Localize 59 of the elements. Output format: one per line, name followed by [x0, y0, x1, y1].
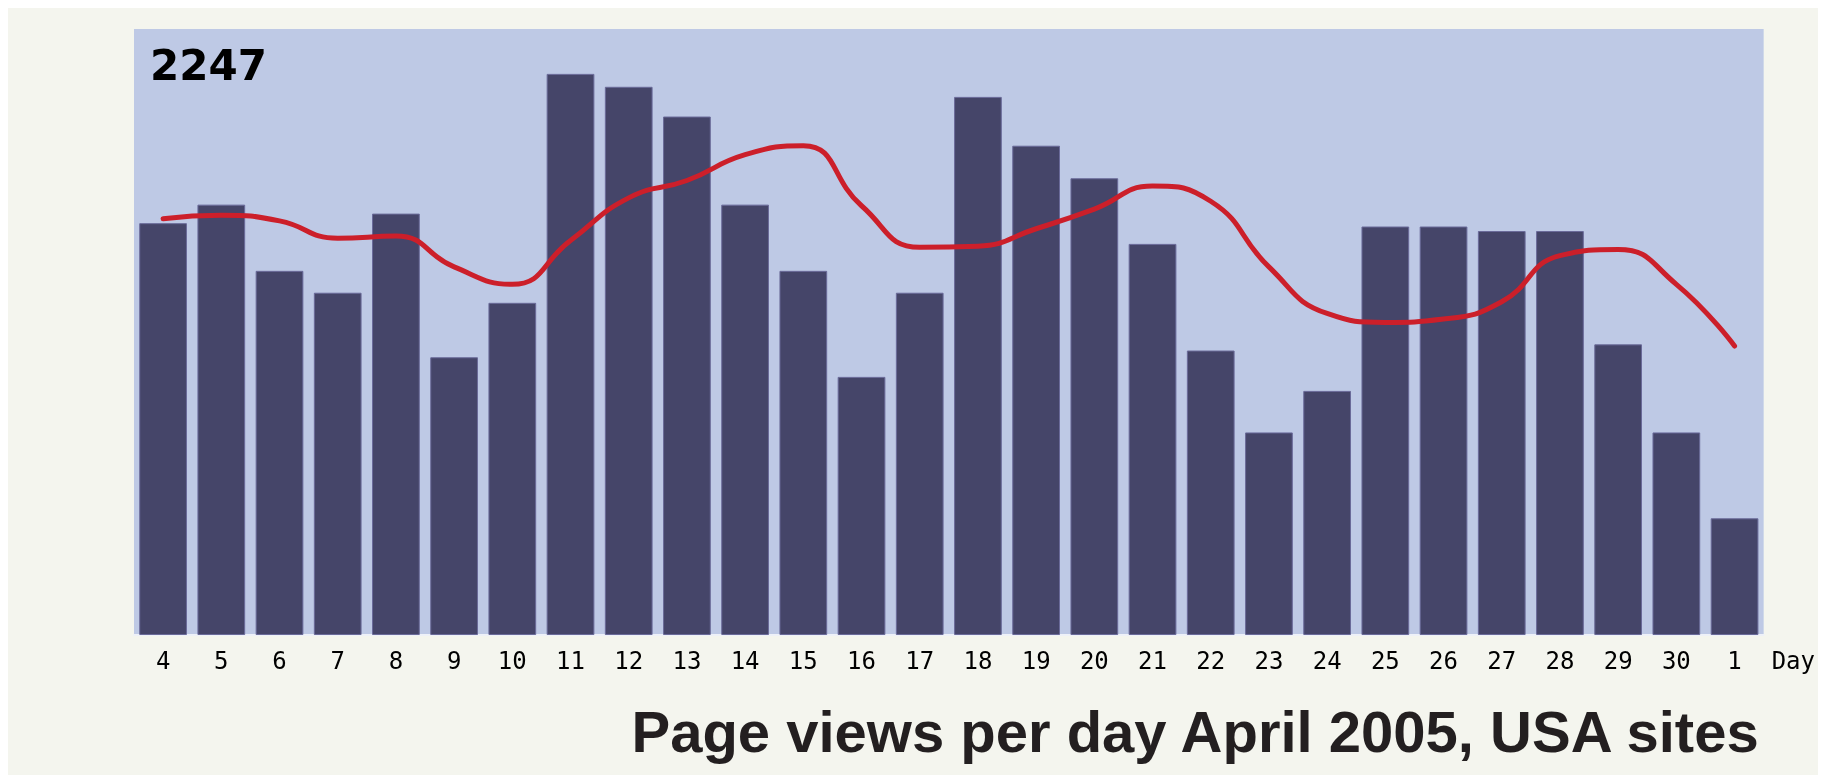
bar: [895, 292, 944, 635]
x-tick-label: 5: [214, 647, 229, 675]
x-tick-label: 13: [672, 647, 702, 675]
x-tick-label: 9: [446, 647, 462, 675]
bar: [1128, 243, 1177, 635]
x-tick-label: 18: [963, 647, 993, 675]
x-tick-label: 10: [497, 647, 527, 675]
x-tick-label: 20: [1079, 647, 1109, 675]
x-tick-label: 17: [905, 647, 935, 675]
bar: [1419, 226, 1468, 635]
bar: [1652, 432, 1701, 635]
x-tick-label: 21: [1138, 647, 1167, 675]
bar: [1361, 226, 1410, 635]
annotation: 2247: [150, 40, 267, 90]
x-tick-label: 16: [847, 647, 876, 675]
x-tick-label: 12: [614, 647, 644, 675]
bar: [837, 376, 886, 635]
bar: [779, 270, 828, 635]
x-tick-label: 11: [556, 647, 585, 675]
x-tick-label: 22: [1196, 647, 1226, 675]
bar: [1303, 390, 1351, 635]
x-axis-title: Day: [1771, 647, 1816, 675]
bar: [255, 270, 304, 635]
bar: [372, 213, 420, 635]
bar: [663, 116, 711, 635]
bar: [1070, 178, 1119, 635]
bar: [1477, 231, 1526, 635]
bar: [430, 357, 478, 635]
bar: [954, 96, 1002, 635]
x-tick-label: 23: [1254, 647, 1284, 675]
bar: [1594, 344, 1643, 635]
x-tick-label: 6: [272, 647, 287, 675]
bar: [1536, 231, 1584, 635]
bar: [1245, 432, 1293, 635]
bar: [1710, 518, 1759, 635]
bar: [313, 292, 362, 635]
x-tick-label: 4: [155, 647, 171, 675]
x-tick-label: 7: [330, 647, 345, 675]
x-tick-label: 30: [1661, 647, 1691, 675]
x-tick-label: 28: [1545, 647, 1575, 675]
bar: [1012, 145, 1060, 635]
x-tick-label: 19: [1021, 647, 1051, 675]
x-tick-label: 15: [788, 647, 818, 675]
bar: [604, 86, 653, 635]
bar: [139, 223, 187, 635]
text: Page views per day April 2005, USA sites: [631, 698, 1759, 764]
bar: [721, 204, 769, 635]
x-tick-label: 8: [388, 647, 404, 675]
bar: [1186, 350, 1235, 635]
x-tick-label: 25: [1370, 647, 1400, 675]
x-tick-label: 26: [1429, 647, 1458, 675]
bar: [197, 204, 246, 635]
bar: [546, 73, 595, 635]
x-tick-label: 14: [730, 647, 760, 675]
x-tick-label: 27: [1487, 647, 1517, 675]
x-tick-label: 1: [1727, 647, 1742, 675]
bar: [488, 302, 537, 635]
x-tick-label: 24: [1312, 647, 1342, 675]
x-tick-label: 29: [1603, 647, 1633, 675]
